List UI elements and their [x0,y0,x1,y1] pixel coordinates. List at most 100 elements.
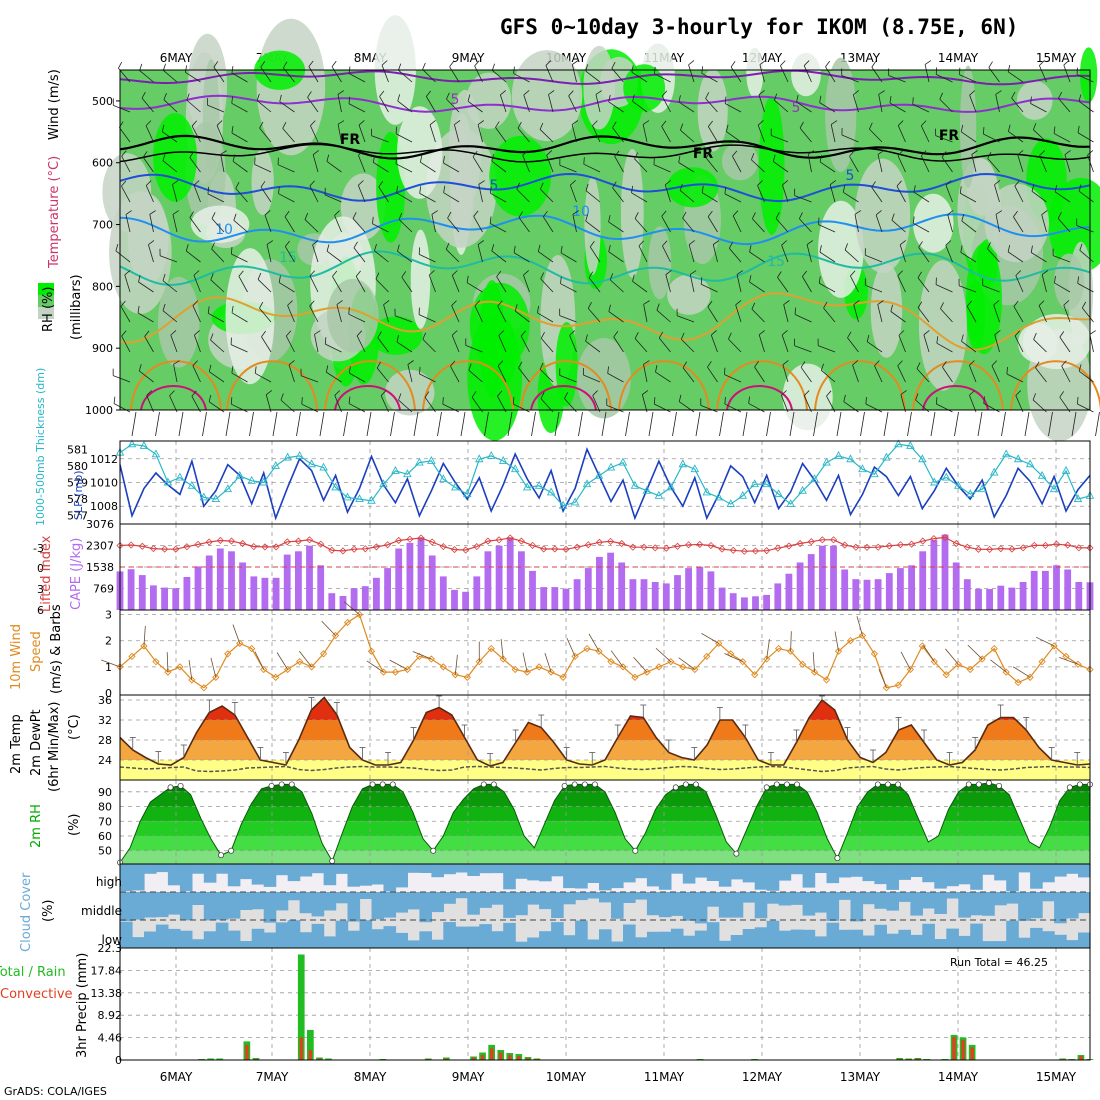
lifted-index-point [506,534,514,542]
wind-barb [888,75,906,83]
wind-barb [260,186,272,203]
wind-barb [334,215,342,233]
thickness-point [439,474,448,483]
wind-barb [209,371,225,383]
wind-barb [192,305,201,323]
rh-tick-50: 50 [98,845,112,858]
lifted-index-point [250,543,258,551]
wind-barb [451,305,460,323]
wind-barb [748,403,765,413]
wind-barb [935,284,953,293]
wind-speed-point [164,668,172,676]
lifted-index-point [361,545,369,553]
wind-barb-flag [540,272,545,280]
wind-barb [113,403,131,413]
surface-barb [695,411,701,437]
wind-barb-flag [232,154,236,162]
wind-barb-flag [142,151,148,158]
wind-barb [1013,306,1024,323]
wind-barb-flag [682,211,687,219]
wind-barb-flag [145,180,152,186]
wind-speed-point [810,668,819,676]
cloud-mid-bar [132,892,145,920]
cape-bar [473,576,481,610]
wind-speed-point [1038,658,1046,666]
cape-bar [674,575,681,610]
lifted-index-point [384,541,392,549]
wind-barb [287,305,295,323]
cloud-low-bar [646,931,660,948]
wind-barb [548,94,554,113]
wind-barb [1058,97,1071,113]
wind-barb-flag [383,300,390,306]
wind-barb [724,403,742,413]
wind-barb-flag [138,364,142,372]
wind-barb [850,275,859,293]
wind-barb-flag [513,245,516,253]
lifted-index-point [595,538,603,546]
wind-speed-point [295,658,304,666]
wind-10m-barb [276,652,288,670]
wind-barb-flag [288,360,295,366]
wind-barb-flag [208,394,212,402]
wind-barb-flag [208,364,212,372]
wind-barb-flag [546,150,553,156]
wind-barb-flag [517,121,522,129]
surface-barb [954,411,959,437]
cape-bar [908,565,915,610]
wind-barb-flag [539,122,544,130]
thickness-point [858,464,867,473]
wind-barb-flag [961,214,965,222]
wind-barb-flag [1008,124,1011,132]
wind-barb-flag [1013,210,1018,218]
cloud-mid-bar [251,892,265,910]
wind-barb-flag [428,270,435,276]
wind-barb [634,218,648,233]
rh-patch [466,72,512,129]
wind-barb [1078,370,1094,383]
wind-barb [375,278,389,293]
p6-label-b: (%) [67,814,82,837]
wind-barb-flag [137,305,140,313]
wind-barb-flag [749,275,752,283]
slp-tick-1008: 1008 [90,500,118,513]
wind-10m-barb [610,650,624,668]
wind-barb-flag [572,210,580,215]
thickness-tick-580: 580 [67,460,88,473]
wind-barb-flag [936,336,939,344]
wind-speed-point [547,668,555,676]
rh-point [682,781,689,788]
wind-barb-flag [865,397,867,405]
cloud-mid-bar [347,892,361,922]
wind-barb-flag [757,180,763,186]
wind-barb-flag [220,150,227,155]
lifted-index-point [696,540,704,549]
cloud-mid-bar [922,892,935,909]
wind-barb-flag [337,120,345,125]
wind-speed-point [834,647,843,655]
wind-barb [537,312,554,323]
cloud-low-bar [120,921,133,948]
cloud-high-bar [215,864,229,874]
wind-barb [419,254,436,263]
cloud-high-bar [575,864,588,889]
wind-barb-flag [866,334,870,342]
surface-barb [907,411,912,437]
chart-title: GFS 0~10day 3-hourly for IKOM (8.75E, 6N… [500,15,1018,39]
temp-tick-28: 28 [98,734,112,747]
wind-barb-flag [869,122,873,130]
wind-barb [238,276,248,293]
wind-barb-flag [1032,393,1036,401]
thickness-point [534,480,544,489]
precip-total-bar [207,1058,214,1060]
wind-barb-flag [301,397,303,405]
cape-bar [785,573,793,610]
cape-bar [439,576,447,610]
wind-barb [589,246,601,263]
cloud-high-bar [551,864,564,877]
wind-barb-flag [489,186,492,194]
wind-barb [821,370,836,383]
wind-barb [803,65,812,83]
wind-barb [924,64,930,83]
wind-barb-flag [728,332,732,340]
